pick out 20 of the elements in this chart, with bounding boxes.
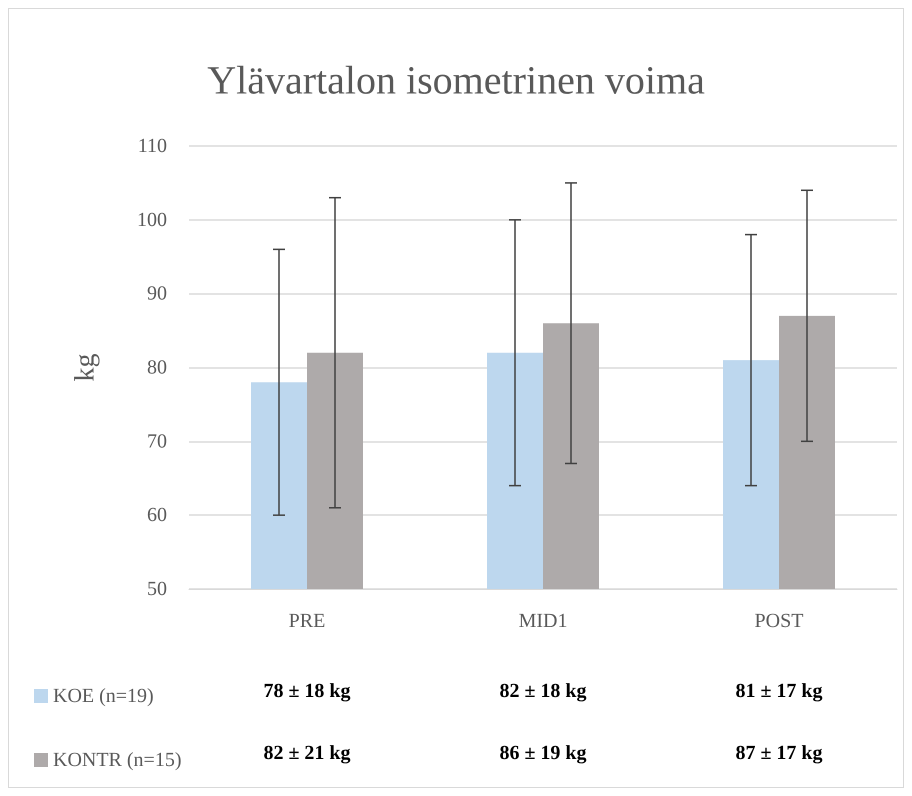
data-label: 87 ± 17 kg <box>735 742 823 764</box>
legend-label: KONTR (n=15) <box>53 749 182 771</box>
y-tick-label: 100 <box>137 208 167 231</box>
y-tick-label: 110 <box>138 135 167 157</box>
y-tick-label: 60 <box>147 504 167 526</box>
data-label: 81 ± 17 kg <box>735 680 823 702</box>
y-tick-label: 80 <box>147 356 167 378</box>
data-label: 86 ± 19 kg <box>499 742 587 764</box>
chart-title: Ylävartalon isometrinen voima <box>207 58 706 102</box>
data-label: 82 ± 21 kg <box>263 742 351 764</box>
data-label: 82 ± 18 kg <box>499 680 587 702</box>
y-tick-label: 70 <box>147 430 167 452</box>
x-tick-label: MID1 <box>518 610 568 632</box>
legend-label: KOE (n=19) <box>53 685 154 707</box>
x-tick-label: PRE <box>288 610 326 632</box>
y-tick-label: 90 <box>147 282 167 305</box>
data-label: 78 ± 18 kg <box>263 680 351 702</box>
x-tick-label: POST <box>754 610 804 632</box>
y-tick-label: 50 <box>147 578 167 600</box>
y-axis-title: kg <box>70 354 100 382</box>
